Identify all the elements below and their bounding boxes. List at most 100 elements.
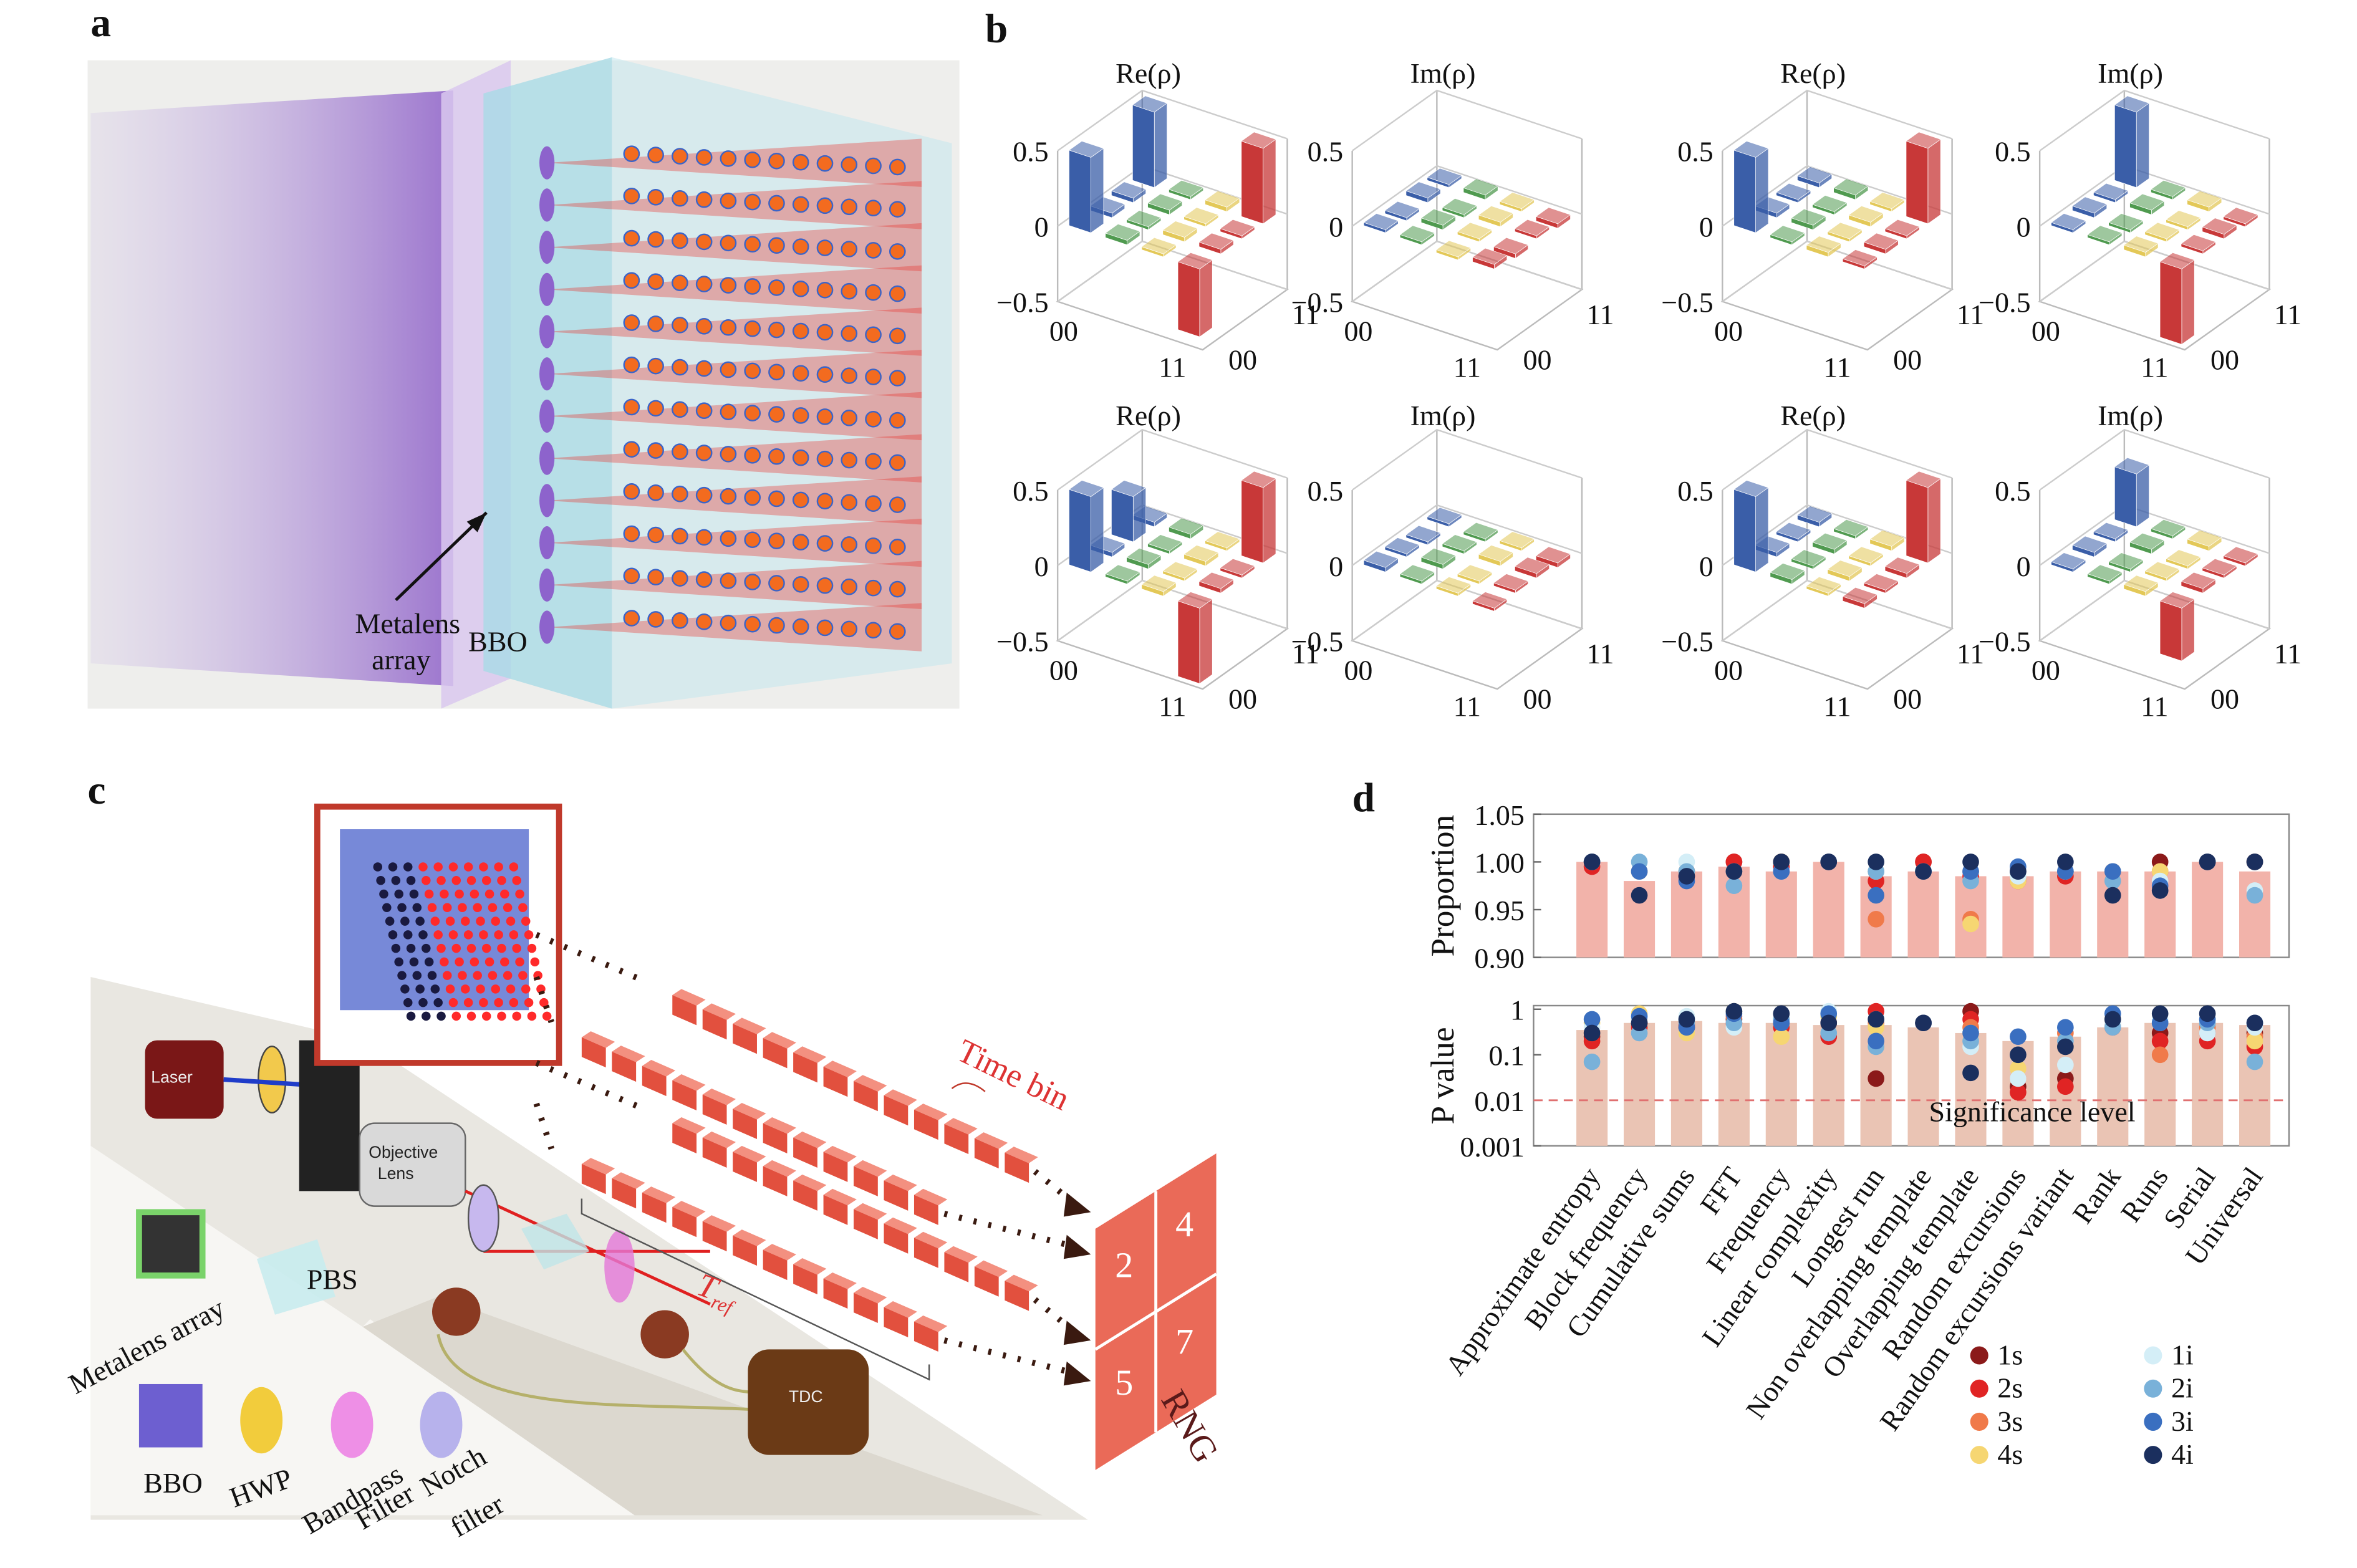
bar-top xyxy=(1111,181,1147,199)
inset-dot xyxy=(488,903,498,913)
photon-dot xyxy=(816,366,834,383)
inset-dot xyxy=(418,930,428,940)
bar-top xyxy=(2181,234,2216,251)
photon-dot xyxy=(623,314,640,331)
legend-swatch xyxy=(2144,1412,2162,1431)
bar xyxy=(1907,1027,1939,1146)
bar-top xyxy=(1204,531,1240,549)
inset-dot xyxy=(385,916,395,926)
y-axis-label: Proportion xyxy=(1424,815,1461,957)
basis-label: 11 xyxy=(1957,638,1984,670)
inset-dot xyxy=(448,862,458,872)
photon-dot xyxy=(841,620,858,638)
bar-side xyxy=(1199,599,1213,685)
floor xyxy=(1720,579,1954,690)
inset-dot xyxy=(391,876,401,885)
dot xyxy=(1678,868,1695,885)
bar xyxy=(2086,225,2123,246)
bar-top xyxy=(1435,240,1472,257)
photon-dot xyxy=(744,236,761,253)
bar-top xyxy=(1827,222,1863,239)
bar-top xyxy=(1420,547,1457,565)
inset-dot xyxy=(451,1011,461,1021)
photon-dot xyxy=(647,484,664,501)
basis-label: 11 xyxy=(1292,299,1319,330)
bar xyxy=(1162,221,1198,243)
laser xyxy=(145,1040,224,1119)
metalens xyxy=(539,610,555,644)
inset-dot xyxy=(424,889,434,899)
bar xyxy=(1806,576,1842,597)
floor xyxy=(2038,240,2272,351)
bar-top xyxy=(2093,522,2129,539)
bar xyxy=(2165,549,2201,570)
z-tick-label: 0.5 xyxy=(1013,136,1049,168)
bar xyxy=(1869,529,1905,552)
photon-dot xyxy=(889,496,906,513)
photon-dot xyxy=(695,318,713,335)
chart: Proportion 0.90 0.95 1.00 1.05 xyxy=(1424,799,2290,974)
bar xyxy=(1775,183,1811,203)
basis-label: 11 xyxy=(2274,299,2302,330)
bin-front xyxy=(823,1152,848,1182)
bar-top xyxy=(1906,471,1941,488)
photon-dot xyxy=(768,237,785,254)
grid-line xyxy=(1057,579,1288,642)
plot-title: Re(ρ) xyxy=(1116,57,1181,89)
bar-side xyxy=(1263,478,1276,564)
bar-top xyxy=(1363,213,1399,230)
bar xyxy=(1177,592,1213,685)
photon-dot xyxy=(695,486,713,504)
bar-top xyxy=(1811,532,1848,550)
bar-top xyxy=(1405,525,1441,542)
bar-top xyxy=(1775,522,1811,539)
panel-label: d xyxy=(1352,776,1375,820)
inset-dot xyxy=(470,889,480,899)
bin-top xyxy=(672,1074,706,1091)
inset-dot xyxy=(488,971,498,980)
bar xyxy=(1848,546,1884,567)
basis-label: 00 xyxy=(2210,683,2239,715)
photon-dot xyxy=(695,360,713,377)
bar-top xyxy=(1770,225,1805,243)
bar xyxy=(1162,561,1198,582)
basis-label: 00 xyxy=(1523,683,1551,715)
inset-dot xyxy=(430,916,440,926)
dot xyxy=(1962,854,1979,870)
bar-top xyxy=(1863,233,1899,250)
bar-top xyxy=(1162,221,1198,238)
bar-top xyxy=(1775,183,1811,200)
bar xyxy=(1363,213,1399,234)
bar xyxy=(1141,575,1177,597)
bar-top xyxy=(1241,471,1276,488)
photon-dot xyxy=(744,574,761,590)
bar xyxy=(1775,522,1811,542)
photon-dot xyxy=(865,579,882,597)
bar-top xyxy=(2050,213,2086,230)
photon-dot xyxy=(768,617,785,634)
inset-dot xyxy=(479,862,488,872)
photon-dot xyxy=(865,495,882,512)
inset-dot xyxy=(476,984,485,994)
bar xyxy=(1220,219,1255,239)
bar xyxy=(1791,549,1826,570)
basis-label: 00 xyxy=(1049,315,1078,347)
legend-swatch xyxy=(1970,1446,1988,1465)
photon-dot xyxy=(672,527,688,545)
photon-dot xyxy=(695,276,713,292)
bar xyxy=(1842,587,1878,609)
bar xyxy=(1435,240,1472,261)
bar-top xyxy=(1842,587,1878,604)
inset-dot xyxy=(509,930,519,940)
bar xyxy=(2129,193,2165,216)
photon-dot xyxy=(865,284,882,301)
bar xyxy=(1514,219,1550,239)
photon-dot xyxy=(865,537,882,554)
bar xyxy=(1478,545,1514,567)
bar xyxy=(1576,862,1608,958)
bar-top xyxy=(1796,506,1833,523)
bar-top xyxy=(1420,208,1457,226)
dot xyxy=(1868,911,1884,928)
